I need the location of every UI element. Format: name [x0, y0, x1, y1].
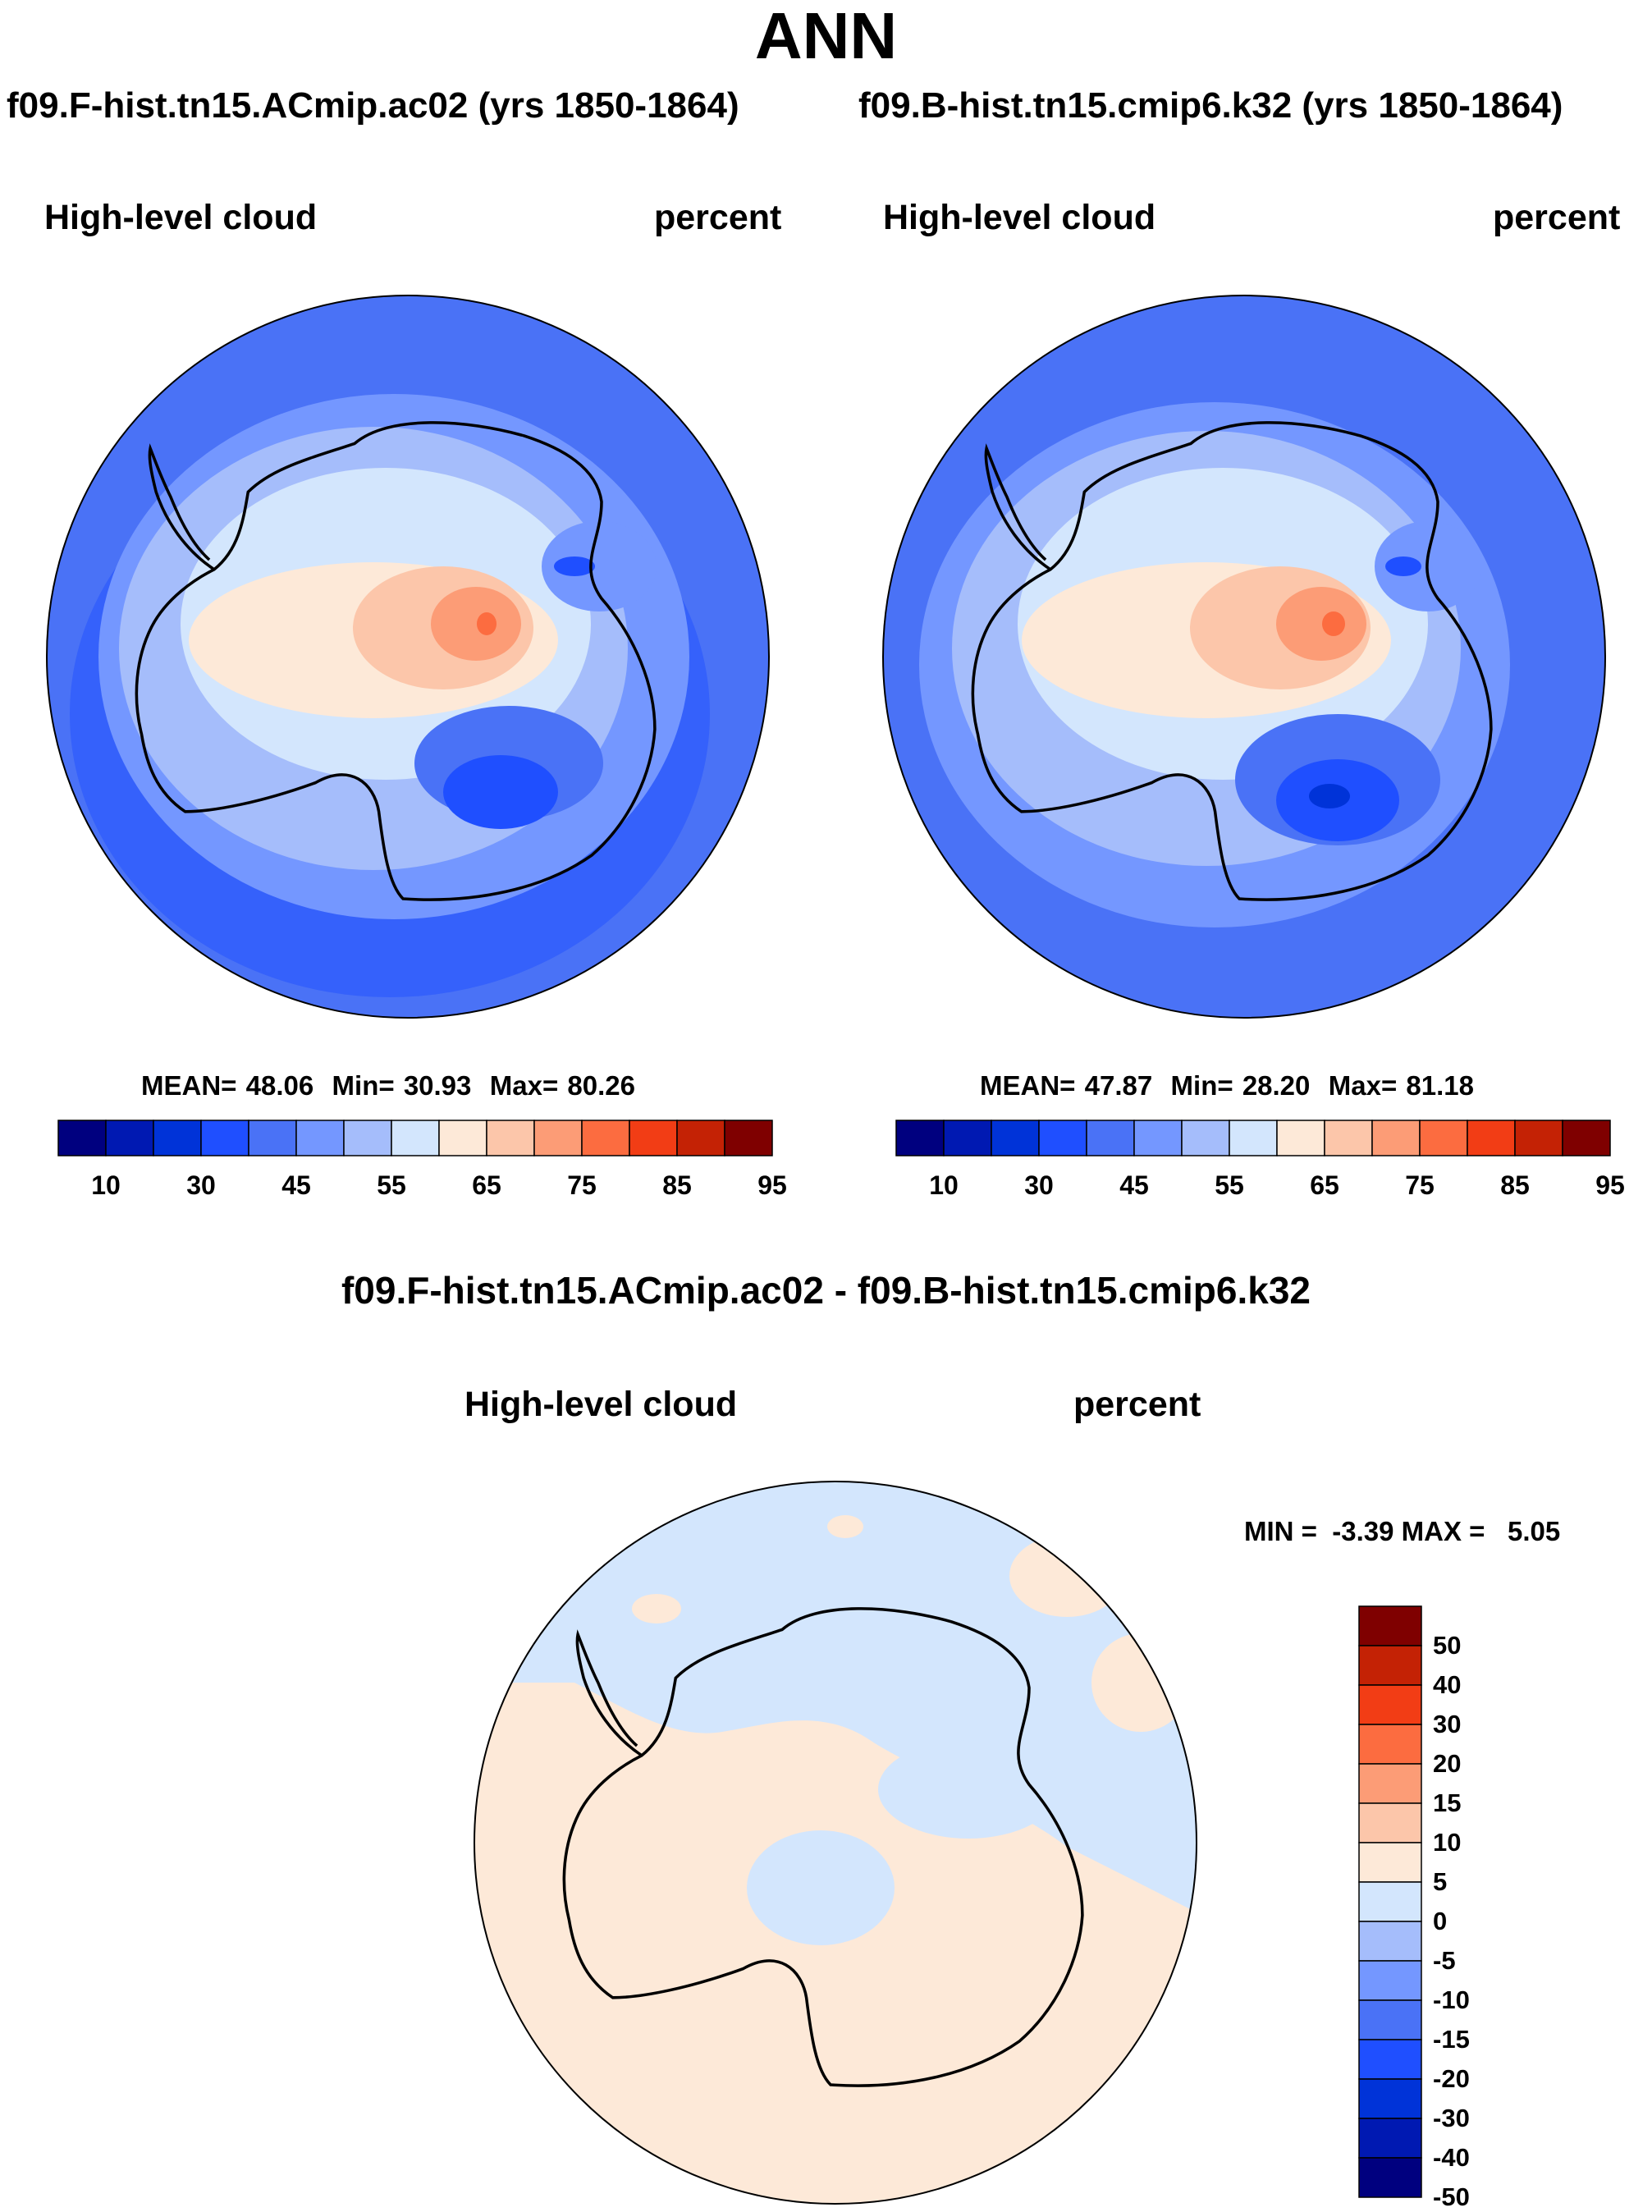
difference-colorbar-tick-label: -10	[1433, 1985, 1470, 2014]
difference-colorbar-swatch	[1358, 1605, 1422, 1646]
panel-2-colorbar	[895, 1120, 1611, 1156]
difference-colorbar-tick-label: 40	[1433, 1670, 1462, 1699]
panel-1-colorbar-swatch	[629, 1120, 678, 1156]
panel-2-colorbar-swatch	[943, 1120, 992, 1156]
panel-1-colorbar-swatch	[438, 1120, 487, 1156]
panel-1-colorbar-tick-label: 55	[377, 1170, 406, 1200]
difference-colorbar-tick-label: 10	[1433, 1828, 1462, 1857]
panel-2-map	[883, 295, 1605, 1018]
panel-1-colorbar	[57, 1120, 773, 1156]
difference-colorbar-tick-label: 20	[1433, 1749, 1462, 1778]
panel-1-colorbar-swatch	[105, 1120, 154, 1156]
panel-1-colorbar-swatch	[676, 1120, 725, 1156]
panel-2-case-title: f09.B-hist.tn15.cmip6.k32 (yrs 1850-1864…	[858, 85, 1563, 126]
panel-1-colorbar-tick-label: 45	[281, 1170, 311, 1200]
difference-colorbar-swatch	[1358, 1802, 1422, 1843]
panel-2-colorbar-swatch	[1133, 1120, 1183, 1156]
panel-1-colorbar-swatch	[343, 1120, 392, 1156]
panel-1-colorbar-tick-label: 75	[567, 1170, 597, 1200]
panel-2-colorbar-swatch	[1038, 1120, 1087, 1156]
difference-colorbar-swatch	[1358, 2078, 1422, 2119]
panel-1-colorbar-tick-label: 65	[472, 1170, 501, 1200]
panel-2-colorbar-swatch	[1562, 1120, 1611, 1156]
panel-1-colorbar-swatch	[295, 1120, 345, 1156]
difference-colorbar-swatch	[1358, 2157, 1422, 2198]
panel-2-colorbar-tick-label: 85	[1500, 1170, 1530, 1200]
difference-colorbar-tick-label: 30	[1433, 1710, 1462, 1738]
difference-colorbar-tick-label: -50	[1433, 2182, 1470, 2211]
difference-colorbar-tick-label: -15	[1433, 2025, 1470, 2054]
panel-2-units-label: percent	[1493, 198, 1621, 237]
panel-2-colorbar-swatch	[1229, 1120, 1278, 1156]
panel-2-colorbar-swatch	[1086, 1120, 1135, 1156]
difference-colorbar-tick-label: -5	[1433, 1946, 1456, 1975]
difference-colorbar-swatch	[1358, 1684, 1422, 1725]
difference-colorbar-swatch	[1358, 1999, 1422, 2040]
panel-2-colorbar-tick-label: 10	[929, 1170, 959, 1200]
difference-variable-label: High-level cloud	[464, 1385, 738, 1424]
difference-colorbar-swatch	[1358, 2039, 1422, 2080]
difference-colorbar-swatch	[1358, 1881, 1422, 1922]
panel-1-colorbar-tick-label: 85	[662, 1170, 692, 1200]
panel-1-colorbar-swatch	[533, 1120, 583, 1156]
difference-colorbar-tick-label: 0	[1433, 1907, 1448, 1935]
panel-2-colorbar-swatch	[1276, 1120, 1325, 1156]
panel-1-colorbar-swatch	[486, 1120, 535, 1156]
panel-1-colorbar-swatch	[200, 1120, 249, 1156]
panel-2-colorbar-tick-label: 95	[1595, 1170, 1625, 1200]
page-title: ANN	[754, 0, 898, 72]
difference-colorbar-swatch	[1358, 1842, 1422, 1883]
panel-1-colorbar-swatch	[153, 1120, 202, 1156]
difference-colorbar-tick-label: 15	[1433, 1788, 1462, 1817]
difference-map	[474, 1482, 1197, 2204]
difference-colorbar-swatch	[1358, 2118, 1422, 2159]
panel-1-colorbar-swatch	[724, 1120, 773, 1156]
panel-2-colorbar-swatch	[1419, 1120, 1468, 1156]
difference-colorbar	[1358, 1605, 1422, 2198]
panel-2-colorbar-tick-label: 30	[1024, 1170, 1054, 1200]
panel-1-colorbar-swatch	[248, 1120, 297, 1156]
panel-1-map	[47, 295, 769, 1018]
panel-1-colorbar-tick-label: 10	[91, 1170, 121, 1200]
panel-2-colorbar-tick-label: 65	[1310, 1170, 1339, 1200]
panel-2-stats: MEAN= 47.87 Min= 28.20 Max= 81.18	[980, 1070, 1474, 1101]
difference-colorbar-tick-label: -40	[1433, 2143, 1470, 2172]
panel-2-colorbar-swatch	[895, 1120, 945, 1156]
panel-1-colorbar-swatch	[581, 1120, 630, 1156]
panel-2-colorbar-tick-label: 45	[1119, 1170, 1149, 1200]
difference-colorbar-tick-label: 5	[1433, 1867, 1448, 1896]
difference-title: f09.F-hist.tn15.ACmip.ac02 - f09.B-hist.…	[341, 1269, 1311, 1312]
difference-colorbar-tick-label: 50	[1433, 1631, 1462, 1660]
difference-colorbar-swatch	[1358, 1763, 1422, 1804]
panel-1-colorbar-swatch	[57, 1120, 107, 1156]
panel-2-colorbar-swatch	[1371, 1120, 1421, 1156]
panel-1-colorbar-tick-label: 30	[186, 1170, 216, 1200]
panel-2-colorbar-swatch	[1467, 1120, 1516, 1156]
difference-colorbar-swatch	[1358, 1645, 1422, 1686]
panel-2-colorbar-swatch	[991, 1120, 1040, 1156]
panel-2-colorbar-tick-label: 55	[1215, 1170, 1244, 1200]
panel-2-colorbar-tick-label: 75	[1405, 1170, 1435, 1200]
panel-2-colorbar-swatch	[1514, 1120, 1563, 1156]
difference-colorbar-tick-label: -20	[1433, 2064, 1470, 2093]
difference-colorbar-tick-label: -30	[1433, 2104, 1470, 2132]
panel-2-colorbar-swatch	[1324, 1120, 1373, 1156]
panel-1-colorbar-tick-label: 95	[757, 1170, 787, 1200]
panel-1-units-label: percent	[654, 198, 782, 237]
difference-colorbar-swatch	[1358, 1960, 1422, 2001]
panel-1-variable-label: High-level cloud	[44, 198, 318, 237]
difference-colorbar-swatch	[1358, 1724, 1422, 1765]
difference-minmax: MIN = -3.39 MAX = 5.05	[1244, 1516, 1561, 1546]
panel-1-stats: MEAN= 48.06 Min= 30.93 Max= 80.26	[141, 1070, 635, 1101]
difference-colorbar-swatch	[1358, 1921, 1422, 1962]
panel-1-case-title: f09.F-hist.tn15.ACmip.ac02 (yrs 1850-186…	[7, 85, 739, 126]
panel-1-colorbar-swatch	[391, 1120, 440, 1156]
panel-2-variable-label: High-level cloud	[883, 198, 1156, 237]
difference-units-label: percent	[1073, 1385, 1201, 1424]
panel-2-colorbar-swatch	[1181, 1120, 1230, 1156]
